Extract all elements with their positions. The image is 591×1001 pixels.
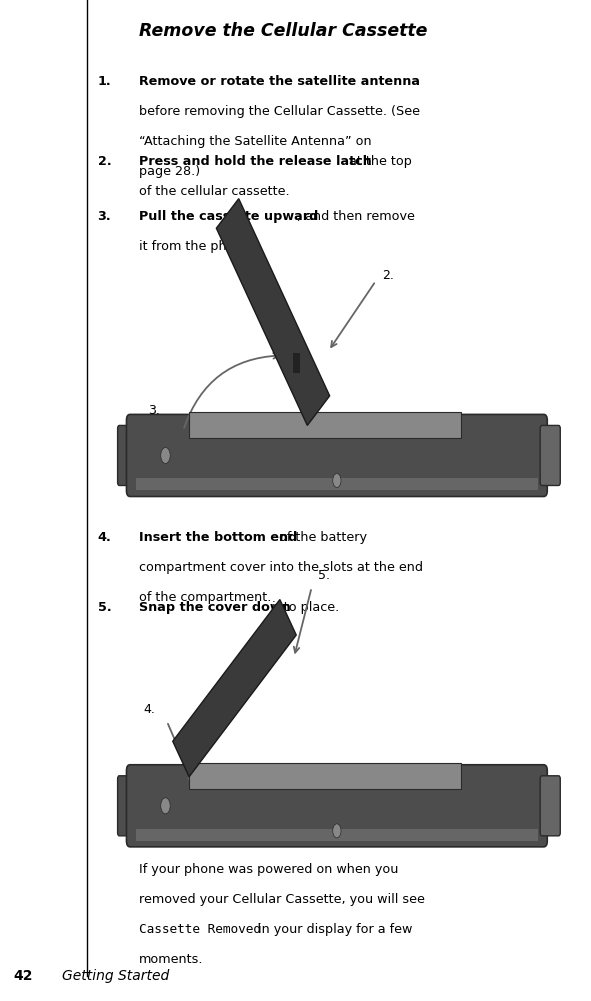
Bar bbox=[136, 829, 538, 841]
Text: Cassette Removed: Cassette Removed bbox=[139, 923, 261, 936]
Text: “Attaching the Satellite Antenna” on: “Attaching the Satellite Antenna” on bbox=[139, 135, 372, 148]
FancyBboxPatch shape bbox=[540, 776, 560, 836]
Text: it from the phone.: it from the phone. bbox=[139, 240, 255, 253]
FancyBboxPatch shape bbox=[118, 776, 134, 836]
Circle shape bbox=[161, 447, 170, 463]
Text: into place.: into place. bbox=[268, 601, 339, 614]
FancyBboxPatch shape bbox=[540, 425, 560, 485]
Text: Pull the cassette upward: Pull the cassette upward bbox=[139, 210, 319, 223]
Text: , and then remove: , and then remove bbox=[297, 210, 415, 223]
Text: 4.: 4. bbox=[98, 531, 111, 544]
Text: If your phone was powered on when you: If your phone was powered on when you bbox=[139, 863, 398, 876]
Text: page 28.): page 28.) bbox=[139, 165, 200, 178]
Text: at the top: at the top bbox=[345, 155, 411, 168]
Circle shape bbox=[161, 798, 170, 814]
FancyBboxPatch shape bbox=[126, 414, 547, 496]
Bar bbox=[189, 763, 461, 789]
Text: of the compartment.: of the compartment. bbox=[139, 591, 271, 604]
Text: 3.: 3. bbox=[148, 404, 160, 416]
Text: Insert the bottom end: Insert the bottom end bbox=[139, 531, 297, 544]
Text: 3.: 3. bbox=[98, 210, 111, 223]
Text: 5.: 5. bbox=[317, 570, 330, 583]
Text: 4.: 4. bbox=[143, 704, 155, 717]
Text: before removing the Cellular Cassette. (See: before removing the Cellular Cassette. (… bbox=[139, 105, 420, 118]
Text: moments.: moments. bbox=[139, 953, 203, 966]
Text: of the battery: of the battery bbox=[275, 531, 367, 544]
Bar bbox=[136, 478, 538, 490]
Text: Snap the cover down: Snap the cover down bbox=[139, 601, 291, 614]
FancyBboxPatch shape bbox=[126, 765, 547, 847]
Text: Press and hold the release latch: Press and hold the release latch bbox=[139, 155, 372, 168]
Text: 5.: 5. bbox=[98, 601, 111, 614]
Text: of the cellular cassette.: of the cellular cassette. bbox=[139, 185, 290, 198]
Text: Remove the Cellular Cassette: Remove the Cellular Cassette bbox=[139, 22, 427, 40]
Bar bbox=[293, 353, 300, 373]
Bar bbox=[189, 412, 461, 438]
Polygon shape bbox=[173, 600, 296, 777]
Circle shape bbox=[333, 473, 341, 487]
Polygon shape bbox=[216, 198, 330, 425]
Text: in your display for a few: in your display for a few bbox=[254, 923, 413, 936]
Text: Getting Started: Getting Started bbox=[62, 969, 169, 983]
Circle shape bbox=[333, 824, 341, 838]
Text: 2.: 2. bbox=[98, 155, 111, 168]
Text: 1.: 1. bbox=[98, 75, 111, 88]
FancyBboxPatch shape bbox=[118, 425, 134, 485]
Text: 42: 42 bbox=[13, 969, 33, 983]
Text: compartment cover into the slots at the end: compartment cover into the slots at the … bbox=[139, 561, 423, 574]
Text: Remove or rotate the satellite antenna: Remove or rotate the satellite antenna bbox=[139, 75, 420, 88]
Text: removed your Cellular Cassette, you will see: removed your Cellular Cassette, you will… bbox=[139, 893, 425, 906]
Text: 2.: 2. bbox=[382, 269, 394, 282]
